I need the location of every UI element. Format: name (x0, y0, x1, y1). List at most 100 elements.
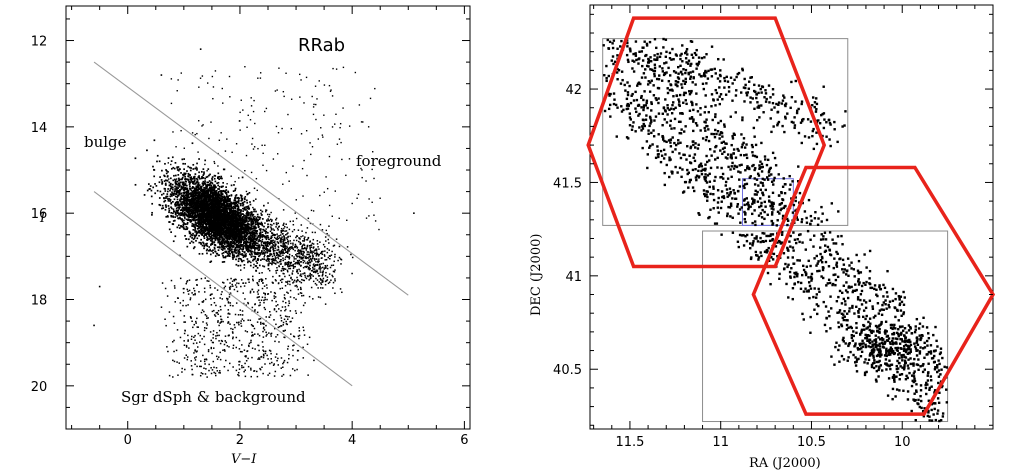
cmd-point (231, 226, 233, 228)
cmd-point (251, 240, 253, 243)
cmd-point (293, 256, 295, 258)
cmd-point (240, 214, 242, 216)
cmd-point (288, 246, 291, 249)
cmd-point (185, 187, 188, 190)
cmd-point (253, 263, 255, 266)
cmd-point (211, 225, 214, 227)
cmd-point (197, 185, 199, 187)
cmd-point (182, 214, 185, 217)
cmd-point (261, 238, 264, 241)
cmd-point (260, 221, 263, 224)
cmd-point (213, 246, 216, 249)
cmd-point (245, 229, 248, 232)
cmd-point (264, 241, 266, 243)
cmd-point (222, 185, 224, 188)
cmd-point (288, 267, 290, 270)
cmd-point (228, 207, 230, 210)
cmd-point (252, 218, 255, 220)
cmd-point (206, 215, 209, 218)
cmd-point (223, 260, 226, 263)
cmd-point (284, 258, 286, 261)
cmd-point (198, 205, 201, 208)
cmd-point (181, 158, 184, 161)
cmd-point (271, 219, 273, 221)
cmd-point (226, 237, 229, 239)
cmd-point (184, 188, 186, 191)
cmd-point (247, 217, 250, 220)
cmd-point (221, 202, 224, 205)
cmd-point (262, 244, 265, 247)
cmd-point (202, 225, 205, 228)
cmd-point (310, 246, 313, 248)
cmd-point (187, 219, 189, 221)
cmd-point (193, 216, 196, 219)
cmd-point (210, 190, 212, 192)
cmd-point (261, 223, 263, 226)
cmd-point (237, 238, 240, 240)
cmd-point (283, 272, 285, 275)
cmd-point (227, 190, 229, 193)
cmd-point (232, 245, 235, 247)
cmd-point (223, 230, 226, 233)
cmd-point (309, 240, 312, 242)
cmd-point (175, 192, 178, 194)
cmd-point (248, 231, 251, 234)
cmd-point (204, 200, 206, 203)
cmd-point (189, 187, 191, 190)
cmd-point (213, 216, 216, 218)
cmd-point (183, 189, 185, 192)
cmd-point (295, 245, 298, 248)
cmd-point (311, 257, 314, 260)
cmd-point (170, 206, 172, 209)
cmd-point (216, 230, 218, 233)
cmd-point (214, 211, 216, 213)
cmd-point (191, 199, 194, 202)
cmd-point (248, 253, 251, 256)
cmd-point (184, 196, 187, 199)
cmd-point (213, 241, 216, 243)
cmd-point (251, 222, 254, 225)
cmd-point (182, 223, 185, 226)
cmd-point (282, 269, 285, 272)
cmd-point (240, 242, 242, 244)
cmd-point (214, 205, 217, 207)
cmd-point (198, 221, 201, 224)
cmd-point (195, 181, 198, 184)
cmd-point (211, 216, 214, 219)
cmd-point (254, 265, 257, 267)
cmd-point (262, 282, 264, 284)
cmd-point (184, 172, 187, 175)
cmd-point (230, 250, 233, 252)
cmd-point (176, 196, 179, 198)
cmd-point (203, 204, 206, 207)
cmd-point (210, 221, 213, 224)
cmd-point (215, 200, 218, 203)
cmd-point (201, 177, 204, 179)
cmd-point (263, 225, 265, 228)
cmd-point (219, 206, 222, 209)
cmd-point (220, 232, 222, 235)
cmd-point (258, 216, 260, 218)
cmd-point (174, 188, 176, 190)
cmd-point (204, 181, 206, 184)
cmd-point (322, 266, 324, 269)
cmd-point (186, 245, 189, 248)
cmd-point (255, 253, 258, 256)
cmd-point (212, 252, 215, 254)
cmd-point (237, 221, 240, 224)
cmd-point (234, 251, 236, 254)
cmd-point (209, 244, 212, 246)
cmd-point (251, 230, 254, 232)
cmd-point (179, 198, 182, 201)
cmd-point (312, 275, 314, 277)
cmd-point (165, 215, 168, 218)
cmd-point (268, 213, 271, 216)
cmd-point (203, 197, 206, 200)
cmd-point (235, 249, 237, 252)
cmd-point (285, 251, 287, 254)
cmd-point (210, 219, 213, 222)
cmd-point (266, 235, 269, 237)
cmd-point (282, 251, 285, 253)
cmd-point (255, 242, 257, 245)
cmd-point (207, 184, 209, 187)
